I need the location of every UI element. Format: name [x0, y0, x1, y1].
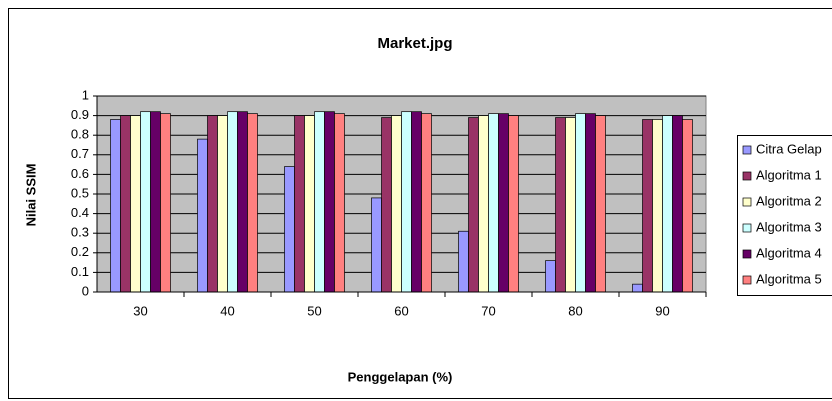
legend-swatch — [742, 145, 752, 155]
legend-label: Algoritma 4 — [756, 245, 822, 260]
bar — [652, 119, 663, 293]
bar — [682, 119, 693, 293]
bar — [585, 113, 596, 293]
y-tick-label: 0.4 — [71, 205, 89, 220]
bar — [595, 115, 606, 293]
y-tick-label: 0.6 — [71, 166, 89, 181]
bar — [207, 115, 218, 293]
x-tick-label: 30 — [133, 303, 147, 318]
bar — [662, 115, 673, 293]
legend-label: Algoritma 2 — [756, 193, 822, 208]
bar — [160, 113, 171, 293]
bar — [458, 230, 469, 293]
y-axis-label: Nilai SSIM — [23, 164, 38, 227]
bar — [401, 111, 412, 293]
bar — [498, 113, 509, 293]
bar — [632, 283, 643, 293]
y-tick-label: 0.7 — [71, 146, 89, 161]
bar — [508, 115, 519, 293]
bar — [642, 119, 653, 293]
bar — [110, 119, 121, 293]
x-tick-label: 90 — [655, 303, 669, 318]
bar — [672, 115, 683, 293]
bar — [294, 115, 305, 293]
bar — [334, 113, 345, 293]
legend-swatch — [742, 223, 752, 233]
bar — [140, 111, 151, 293]
legend-label: Algoritma 5 — [756, 271, 822, 286]
bar — [197, 138, 208, 293]
y-tick-label: 0.8 — [71, 127, 89, 142]
bar — [478, 115, 489, 293]
x-tick-label: 80 — [568, 303, 582, 318]
bar — [314, 111, 325, 293]
bar — [247, 113, 258, 293]
bar — [227, 111, 238, 293]
x-tick-label: 50 — [307, 303, 321, 318]
x-tick-label: 40 — [220, 303, 234, 318]
x-axis-label: Penggelapan (%) — [348, 369, 453, 384]
y-tick-label: 0.5 — [71, 185, 89, 200]
bar — [237, 111, 248, 293]
y-tick-label: 0 — [82, 283, 89, 298]
legend-label: Algoritma 1 — [756, 167, 822, 182]
legend-swatch — [742, 249, 752, 259]
y-tick-label: 0.3 — [71, 225, 89, 240]
bar — [545, 260, 556, 293]
y-tick-label: 0.1 — [71, 264, 89, 279]
legend-label: Citra Gelap — [756, 141, 822, 156]
bar — [324, 111, 335, 293]
bar — [468, 117, 479, 293]
legend-label: Algoritma 3 — [756, 219, 822, 234]
bar — [150, 111, 161, 293]
legend-swatch — [742, 171, 752, 181]
bar — [575, 113, 586, 293]
bar — [488, 113, 499, 293]
x-tick-label: 70 — [481, 303, 495, 318]
bar — [371, 197, 382, 293]
bar — [217, 115, 228, 293]
bar — [381, 117, 392, 293]
bar — [120, 115, 131, 293]
legend-box — [737, 135, 832, 296]
bar — [130, 115, 141, 293]
legend-swatch — [742, 197, 752, 207]
y-tick-label: 0.9 — [71, 107, 89, 122]
bar — [565, 117, 576, 293]
bar — [284, 166, 295, 293]
y-tick-label: 0.2 — [71, 244, 89, 259]
legend-swatch — [742, 275, 752, 285]
bar — [555, 117, 566, 293]
bar — [391, 115, 402, 293]
y-tick-label: 1 — [82, 87, 89, 102]
bar — [304, 115, 315, 293]
chart-title: Market.jpg — [377, 35, 452, 52]
bar — [411, 111, 422, 293]
x-tick-label: 60 — [394, 303, 408, 318]
bar — [421, 113, 432, 293]
